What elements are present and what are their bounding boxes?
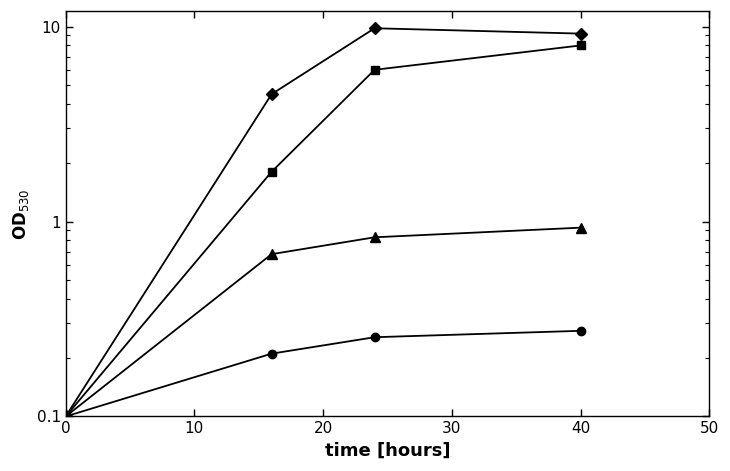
X-axis label: time [hours]: time [hours] xyxy=(325,442,450,460)
Y-axis label: OD$_{530}$: OD$_{530}$ xyxy=(11,188,31,240)
